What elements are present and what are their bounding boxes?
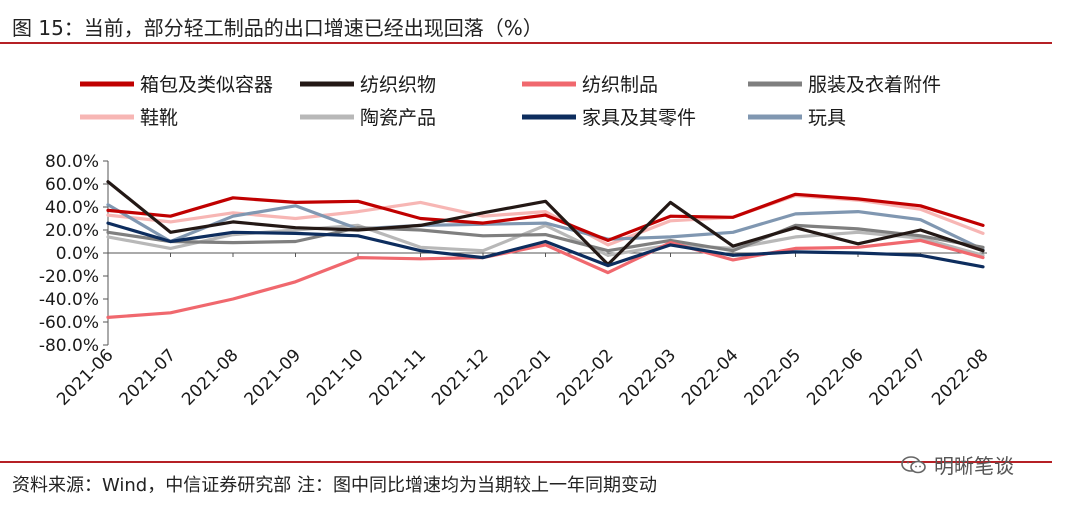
title-divider — [0, 42, 1052, 44]
legend-label: 玩具 — [808, 107, 846, 129]
legend-label: 家具及其零件 — [582, 107, 696, 129]
series-line — [106, 192, 985, 242]
watermark: 明晰笔谈 — [900, 450, 1014, 479]
y-tick-label: 80.0% — [45, 152, 99, 172]
x-tick-label: 2022-01 — [491, 345, 555, 409]
figure-title: 图 15：当前，部分轻工制品的出口增速已经出现回落（%） — [12, 16, 543, 40]
x-tick-label: 2021-10 — [303, 345, 367, 409]
legend-label: 纺织制品 — [582, 74, 658, 96]
series-line — [106, 180, 985, 267]
footer-divider — [0, 461, 1052, 463]
x-tick-label: 2021-07 — [116, 345, 180, 409]
x-tick-label: 2021-11 — [366, 345, 430, 409]
y-tick-label: 20.0% — [45, 221, 99, 241]
x-tick-label: 2022-06 — [803, 345, 867, 409]
legend-label: 鞋靴 — [140, 107, 178, 129]
x-tick-label: 2022-05 — [741, 345, 805, 409]
x-tick-label: 2022-07 — [866, 345, 930, 409]
x-tick-label: 2022-02 — [553, 345, 617, 409]
x-axis: 2021-062021-072021-082021-092021-102021-… — [53, 252, 993, 410]
y-tick-label: 0.0% — [56, 244, 99, 264]
series-line — [106, 203, 985, 252]
series-line — [106, 221, 985, 269]
watermark-text: 明晰笔谈 — [934, 454, 1014, 478]
y-tick-label: 40.0% — [45, 198, 99, 218]
x-tick-label: 2022-04 — [678, 345, 742, 409]
x-tick-label: 2021-08 — [178, 345, 242, 409]
legend-label: 箱包及类似容器 — [140, 74, 273, 96]
source-note: 资料来源：Wind，中信证券研究部 注：图中同比增速均为当期较上一年同期变动 — [12, 475, 657, 496]
legend-label: 服装及衣着附件 — [808, 74, 941, 96]
wechat-logo-icon — [901, 455, 926, 473]
y-tick-label: 60.0% — [45, 175, 99, 195]
legend-label: 陶瓷产品 — [360, 107, 436, 129]
y-tick-label: -60.0% — [39, 313, 99, 333]
legend-label: 纺织织物 — [360, 74, 436, 96]
y-tick-label: -80.0% — [39, 336, 99, 356]
x-tick-label: 2022-03 — [616, 345, 680, 409]
series-line — [106, 238, 985, 319]
series-line — [106, 223, 985, 253]
y-tick-label: -20.0% — [39, 267, 99, 287]
x-tick-label: 2021-12 — [428, 345, 492, 409]
x-tick-label: 2022-08 — [928, 345, 992, 409]
y-tick-label: -40.0% — [39, 290, 99, 310]
plot-area — [106, 180, 985, 319]
x-tick-label: 2021-09 — [241, 345, 305, 409]
y-axis: 80.0% 60.0% 40.0% 20.0% 0.0% -20.0% -40.0% -60.… — [39, 152, 109, 356]
